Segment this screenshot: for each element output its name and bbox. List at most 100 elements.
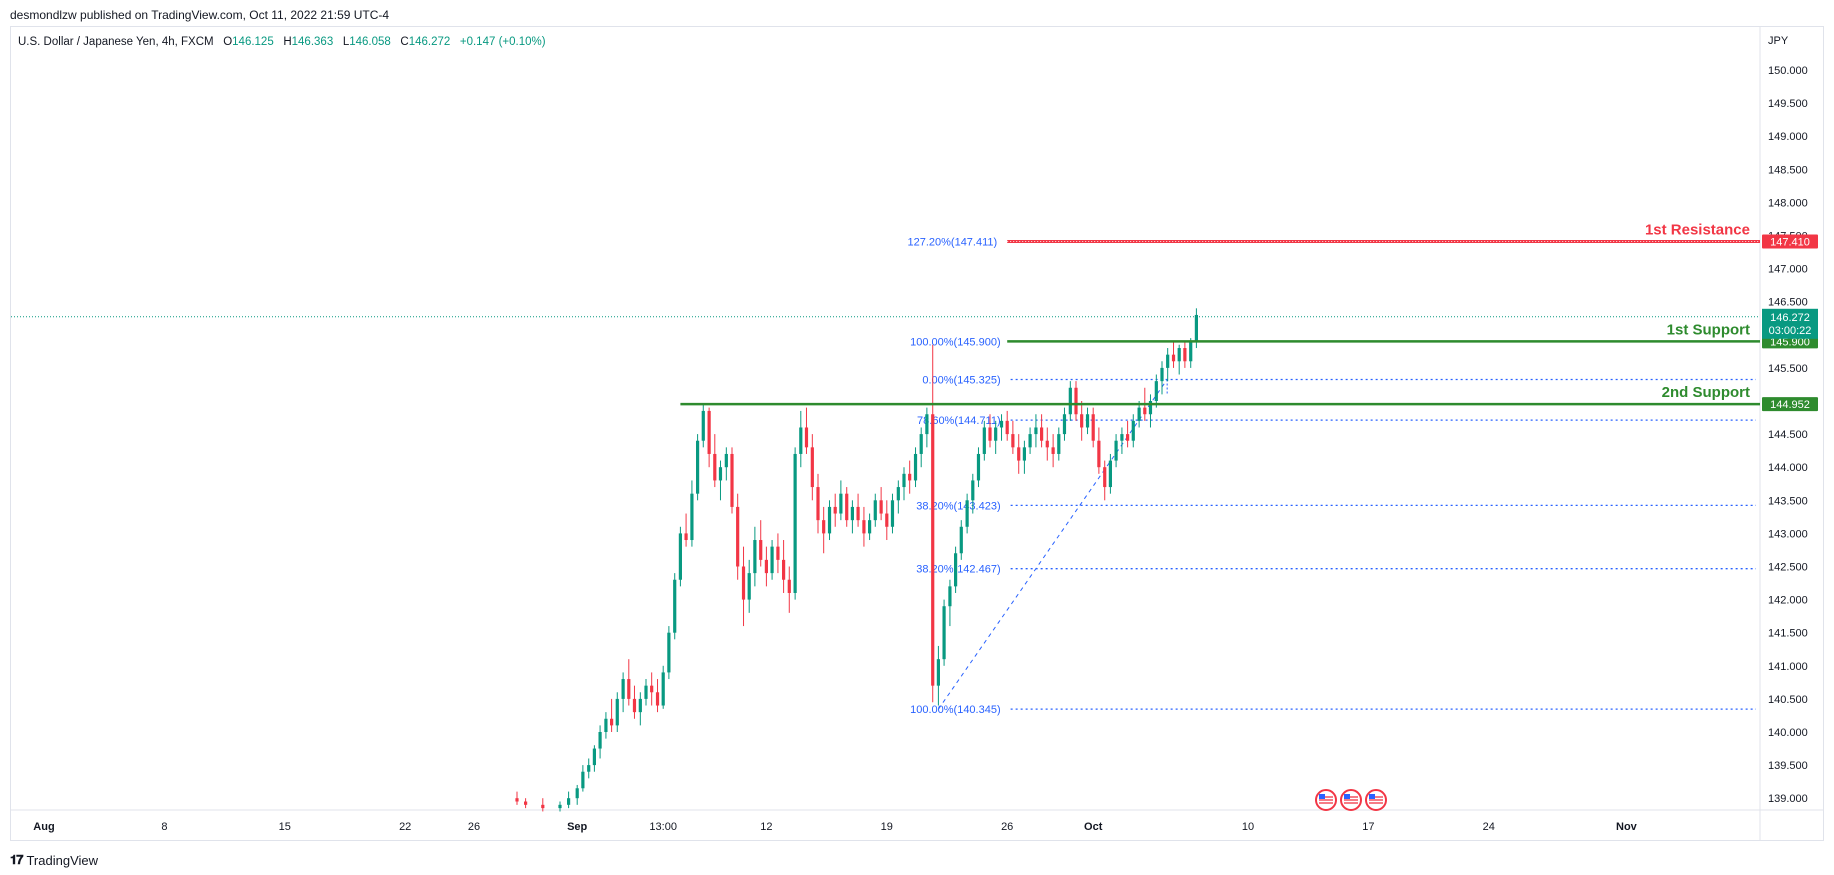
x-tick-label: Oct	[1084, 821, 1103, 833]
tv-logo-icon[interactable]: 𝟏𝟕	[10, 852, 24, 867]
brand-name[interactable]: TradingView	[26, 852, 99, 868]
last-price-tag-text: 146.272	[1770, 312, 1810, 324]
candle-body	[587, 765, 591, 772]
x-tick-label: 26	[1001, 821, 1013, 833]
fib-level-label: 127.20%(147.411)	[907, 236, 997, 248]
x-tick-label: 12	[760, 821, 772, 833]
candle-body	[942, 606, 946, 660]
countdown-text: 03:00:22	[1769, 325, 1812, 337]
close-label: C	[400, 36, 409, 48]
candle-body	[959, 526, 963, 554]
candle-body	[541, 804, 545, 809]
candle-body	[567, 798, 571, 805]
x-tick-label: 19	[881, 821, 893, 833]
symbol-legend[interactable]: U.S. Dollar / Japanese Yen, 4h, FXCM O14…	[18, 36, 546, 48]
level-label: 2nd Support	[1662, 384, 1750, 401]
fib-level-label: 38.20%(142.467)	[916, 564, 1000, 576]
candle-body	[1028, 434, 1032, 448]
currency-label: JPY	[1768, 35, 1789, 47]
us-flag-icon[interactable]	[1340, 789, 1362, 811]
fib-level-label: 78.60%(144.711)	[917, 415, 1001, 427]
y-tick-label: 149.000	[1768, 131, 1808, 143]
candle-body	[592, 748, 596, 766]
candle-body	[1051, 447, 1055, 454]
candle-body	[1143, 407, 1147, 415]
candle-body	[747, 573, 751, 600]
candle-body	[690, 493, 694, 541]
candle-body	[673, 579, 677, 633]
candle-body	[850, 506, 854, 521]
candle-body	[1126, 434, 1130, 441]
candle-body	[1171, 354, 1176, 362]
y-tick-label: 144.000	[1768, 462, 1808, 474]
candle-body	[913, 453, 918, 481]
candle-body	[782, 559, 786, 580]
candle-body	[1005, 420, 1009, 435]
candle-body	[879, 500, 883, 514]
candle-body	[999, 420, 1004, 428]
candle-body	[1017, 447, 1021, 461]
level-label: 1st Resistance	[1645, 221, 1750, 238]
candle-body	[827, 506, 832, 534]
x-tick-label: 10	[1242, 821, 1254, 833]
y-tick-label: 148.500	[1768, 164, 1808, 176]
candle-body	[724, 453, 728, 468]
candle-body	[822, 520, 826, 534]
symbol-name[interactable]: U.S. Dollar / Japanese Yen, 4h, FXCM	[18, 36, 214, 48]
us-flag-icon[interactable]	[1315, 789, 1337, 811]
candle-body	[1120, 434, 1124, 441]
candle-body	[1022, 447, 1026, 461]
candle-body	[1091, 414, 1095, 441]
candle-body	[1189, 341, 1193, 362]
x-tick-label: 8	[161, 821, 167, 833]
candle-body	[1194, 314, 1198, 342]
candle-body	[1131, 420, 1135, 441]
y-tick-label: 140.500	[1768, 694, 1808, 706]
candle-body	[994, 427, 998, 441]
candle-body	[845, 493, 849, 521]
y-tick-label: 143.000	[1768, 528, 1808, 540]
fib-level-label: 100.00%(140.345)	[910, 704, 1001, 716]
us-flag-icon[interactable]	[1365, 789, 1387, 811]
candle-body	[804, 427, 809, 448]
fib-level-label: 38.20%(143.423)	[916, 500, 1000, 512]
x-tick-label: 13:00	[649, 821, 677, 833]
chart-panel[interactable]	[10, 26, 1824, 841]
candle-body	[1057, 434, 1061, 454]
candle-body	[982, 427, 986, 454]
level-label: 1st Support	[1667, 321, 1750, 338]
fib-level-label: 100.00%(145.900)	[910, 336, 1001, 348]
candle-body	[730, 453, 734, 507]
y-tick-label: 143.500	[1768, 495, 1808, 507]
level-price-tag	[1762, 397, 1818, 412]
candle-body	[1177, 348, 1181, 362]
x-tick-label: 26	[468, 821, 480, 833]
candle-body	[936, 659, 940, 686]
low-value: 146.058	[349, 36, 391, 48]
candle-body	[1097, 440, 1101, 468]
candle-body	[764, 559, 768, 574]
candle-body	[1040, 427, 1044, 441]
candle-body	[615, 698, 619, 726]
y-tick-label: 141.500	[1768, 628, 1808, 640]
candle-body	[604, 718, 608, 732]
level-price-tag-text: 145.900	[1770, 336, 1810, 348]
candle-body	[856, 506, 860, 521]
y-tick-label: 144.500	[1768, 429, 1808, 441]
level-price-tag-text: 144.952	[1770, 399, 1810, 411]
open-value: 146.125	[232, 36, 274, 48]
level-price-tag	[1762, 234, 1818, 249]
candle-body	[632, 698, 637, 713]
candle-body	[650, 685, 654, 693]
candle-body	[1085, 414, 1090, 428]
y-tick-label: 145.500	[1768, 363, 1808, 375]
candle-body	[655, 692, 660, 706]
candle-body	[1160, 367, 1164, 382]
y-tick-label: 147.000	[1768, 264, 1808, 276]
candle-body	[810, 447, 814, 488]
candle-body	[1074, 387, 1078, 415]
last-price-tag	[1762, 308, 1818, 339]
y-tick-label: 150.000	[1768, 65, 1808, 77]
candle-body	[908, 473, 912, 481]
